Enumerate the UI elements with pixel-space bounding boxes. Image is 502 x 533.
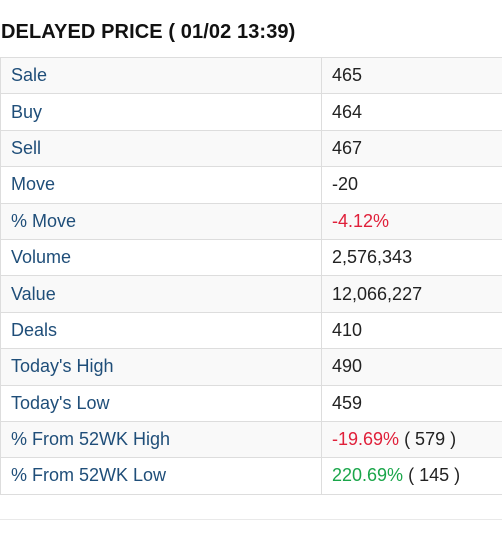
row-label-from-52wk-low: % From 52WK Low xyxy=(0,457,322,495)
table-row-sell: Sell 467 xyxy=(0,129,502,168)
table-row-todays-high: Today's High 490 xyxy=(0,348,502,386)
table-row-volume: Volume 2,576,343 xyxy=(0,238,502,277)
table-row-deals: Deals 410 xyxy=(0,311,502,350)
row-label-sell: Sell xyxy=(0,129,322,168)
row-label-sale: Sale xyxy=(0,56,322,95)
row-label-deals: Deals xyxy=(0,311,322,350)
bottom-divider xyxy=(0,519,502,520)
row-label-percent-move: % Move xyxy=(0,202,322,240)
table-row-value: Value 12,066,227 xyxy=(0,275,502,313)
table-row-buy: Buy 464 xyxy=(0,93,502,131)
row-value-todays-low: 459 xyxy=(321,384,502,422)
row-label-from-52wk-high: % From 52WK High xyxy=(0,420,322,459)
row-value-from-52wk-high: -19.69% xyxy=(332,429,400,450)
table-row-move: Move -20 xyxy=(0,166,502,204)
row-label-buy: Buy xyxy=(0,93,322,131)
row-value-from-52wk-low-cell: 220.69% ( 145 ) xyxy=(321,457,502,495)
row-value-deals: 410 xyxy=(321,311,502,350)
row-label-todays-high: Today's High xyxy=(0,348,322,386)
row-value-volume: 2,576,343 xyxy=(321,238,502,277)
table-row-todays-low: Today's Low 459 xyxy=(0,384,502,422)
row-value-percent-move-cell: -4.12% xyxy=(321,202,502,240)
row-extra-52wk-high-price: ( 579 ) xyxy=(404,429,457,450)
row-value-buy: 464 xyxy=(321,93,502,131)
row-value-todays-high: 490 xyxy=(321,348,502,386)
page-title: DELAYED PRICE ( 01/02 13:39) xyxy=(1,21,296,43)
row-value-sale: 465 xyxy=(321,56,502,95)
table-row-sale: Sale 465 xyxy=(0,56,502,95)
table-row-percent-move: % Move -4.12% xyxy=(0,202,502,240)
table-row-from-52wk-high: % From 52WK High -19.69% ( 579 ) xyxy=(0,420,502,459)
row-value-sell: 467 xyxy=(321,129,502,168)
table-row-from-52wk-low: % From 52WK Low 220.69% ( 145 ) xyxy=(0,457,502,495)
row-label-value: Value xyxy=(0,275,322,313)
row-value-percent-move: -4.12% xyxy=(332,210,390,231)
row-value-from-52wk-high-cell: -19.69% ( 579 ) xyxy=(321,420,502,459)
row-label-todays-low: Today's Low xyxy=(0,384,322,422)
row-label-move: Move xyxy=(0,166,322,204)
row-label-volume: Volume xyxy=(0,238,322,277)
row-extra-52wk-low-price: ( 145 ) xyxy=(408,465,461,486)
row-value-move: -20 xyxy=(321,166,502,204)
row-value-value: 12,066,227 xyxy=(321,275,502,313)
delayed-price-table: Sale 465 Buy 464 Sell 467 Move -20 % Mov… xyxy=(0,56,502,495)
row-value-from-52wk-low: 220.69% xyxy=(332,465,404,486)
